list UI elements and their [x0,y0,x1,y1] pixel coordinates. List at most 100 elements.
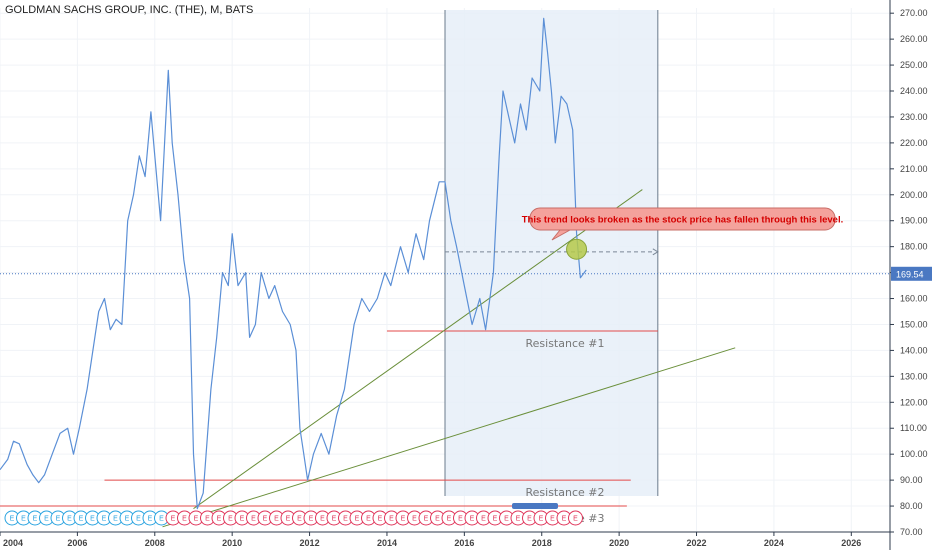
y-tick-label-7: 140.00 [900,345,928,355]
annotation-marks: This trend looks broken as the stock pri… [0,207,890,275]
event-letter-22: E [263,515,268,522]
x-tick-label-4: 2012 [300,538,320,548]
y-tick-label-3: 100.00 [900,449,928,459]
event-letter-14: E [171,515,176,522]
event-letter-21: E [251,515,256,522]
x-tick-label-6: 2016 [454,538,474,548]
event-letter-32: E [378,515,383,522]
event-letter-48: E [562,515,567,522]
y-tick-label-18: 250.00 [900,60,928,70]
y-tick-label-13: 200.00 [900,190,928,200]
event-letter-2: E [33,515,38,522]
y-tick-label-12: 190.00 [900,216,928,226]
x-tick-label-7: 2018 [532,538,552,548]
event-letter-47: E [550,515,555,522]
y-tick-label-15: 220.00 [900,138,928,148]
trend-line-2 [162,347,736,528]
y-tick-label-6: 130.00 [900,371,928,381]
event-letter-40: E [470,515,475,522]
shaded-region [444,10,659,496]
x-tick-label-9: 2022 [687,538,707,548]
event-letter-0: E [10,515,15,522]
event-letter-24: E [286,515,291,522]
x-tick-label-11: 2026 [841,538,861,548]
x-tick-label-10: 2024 [764,538,784,548]
event-letter-28: E [332,515,337,522]
y-tick-label-19: 260.00 [900,34,928,44]
resistance-label-1: Resistance #1 [526,337,605,350]
y-tick-label-4: 110.00 [900,423,927,433]
price-series [0,17,587,510]
y-tick-label-8: 150.00 [900,319,928,329]
trend-line-1 [193,189,643,510]
y-tick-label-0: 70.00 [900,527,923,537]
event-circle-49 [568,510,583,526]
event-letter-44: E [516,515,521,522]
x-tick-label-1: 2006 [67,538,87,548]
event-letter-33: E [389,515,394,522]
shaded-region-rect [445,10,658,496]
event-letter-8: E [102,515,107,522]
event-letter-13: E [159,515,164,522]
break-marker-circle [566,238,588,260]
dashed-level-arrow [652,248,659,256]
event-letter-42: E [493,515,498,522]
y-tick-label-20: 270.00 [900,8,928,18]
event-letter-34: E [401,515,406,522]
x-tick-label-5: 2014 [377,538,397,548]
callout-bubble [529,207,836,231]
y-tick-label-14: 210.00 [900,164,928,174]
y-tick-label-1: 80.00 [900,501,923,511]
event-letter-19: E [228,515,233,522]
event-letter-20: E [240,515,245,522]
y-tick-label-9: 160.00 [900,294,928,304]
y-tick-label-11: 180.00 [900,242,928,252]
last-price-label: 169.54 [896,269,924,279]
trend-lines [162,189,736,528]
y-tick-label-2: 90.00 [900,475,923,485]
event-letter-11: E [136,515,141,522]
x-tick-label-8: 2020 [609,538,629,548]
event-letter-41: E [481,515,486,522]
y-tick-label-16: 230.00 [900,112,928,122]
event-letter-27: E [320,515,325,522]
event-letter-9: E [113,515,118,522]
event-letter-6: E [79,515,84,522]
x-tick-label-0: 2004 [3,538,23,548]
event-letter-18: E [217,515,222,522]
event-letter-49: E [573,515,578,522]
event-letter-29: E [343,515,348,522]
x-tick-label-2: 2008 [145,538,165,548]
event-letter-5: E [67,515,72,522]
price-line [0,17,587,510]
event-letter-23: E [274,515,279,522]
event-letter-10: E [125,515,130,522]
event-letter-30: E [355,515,360,522]
event-letter-15: E [182,515,187,522]
event-letter-7: E [90,515,95,522]
event-letter-39: E [458,515,463,522]
callout-pointer [551,229,571,241]
resistance-label-2: Resistance #2 [526,486,605,499]
event-letter-46: E [539,515,544,522]
event-letter-37: E [435,515,440,522]
event-letter-38: E [447,515,452,522]
event-highlight-bar [512,503,558,509]
event-letter-16: E [194,515,199,522]
event-letter-43: E [504,515,509,522]
event-letter-31: E [366,515,371,522]
y-tick-label-17: 240.00 [900,86,928,96]
chart-title: GOLDMAN SACHS GROUP, INC. (THE), M, BATS [5,4,253,16]
x-tick-label-3: 2010 [222,538,242,548]
event-letter-1: E [21,515,26,522]
event-letter-25: E [297,515,302,522]
last-price-tag [891,266,932,281]
event-letter-12: E [148,515,153,522]
y-tick-label-5: 120.00 [900,397,928,407]
callout-text: This trend looks broken as the stock pri… [522,215,844,226]
event-letter-45: E [527,515,532,522]
event-letter-26: E [309,515,314,522]
event-letter-35: E [412,515,417,522]
